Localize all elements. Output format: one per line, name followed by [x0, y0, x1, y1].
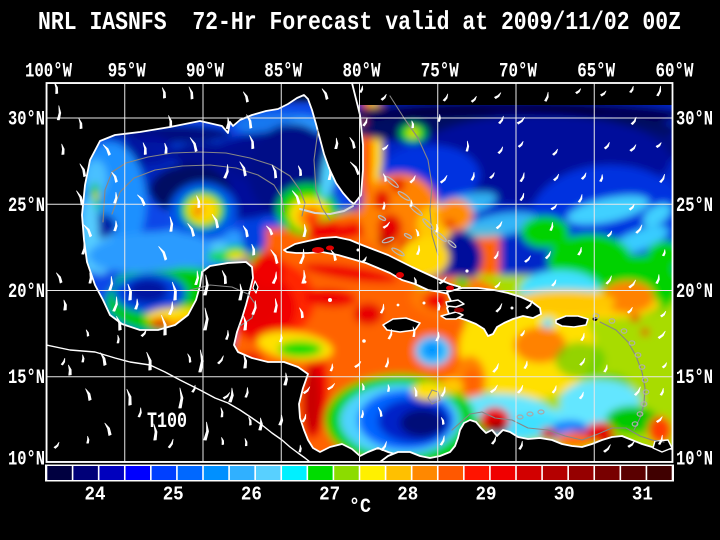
svg-text:70°W: 70°W: [499, 61, 537, 84]
svg-text:29: 29: [476, 484, 497, 506]
svg-text:10°N: 10°N: [676, 449, 713, 472]
svg-text:10°N: 10°N: [8, 449, 45, 472]
svg-text:15°N: 15°N: [8, 367, 45, 390]
svg-text:100°W: 100°W: [25, 61, 72, 84]
svg-text:90°W: 90°W: [186, 61, 224, 84]
svg-text:20°N: 20°N: [676, 281, 713, 304]
svg-text:30: 30: [554, 484, 575, 506]
svg-text:30°N: 30°N: [676, 109, 713, 132]
svg-text:26: 26: [241, 484, 262, 506]
svg-text:25°N: 25°N: [8, 195, 45, 218]
svg-text:95°W: 95°W: [108, 61, 146, 84]
svg-text:65°W: 65°W: [577, 61, 615, 84]
svg-text:24: 24: [85, 484, 106, 506]
svg-text:75°W: 75°W: [421, 61, 459, 84]
svg-text:°C: °C: [349, 496, 371, 519]
svg-text:28: 28: [397, 484, 418, 506]
svg-text:80°W: 80°W: [343, 61, 381, 84]
svg-text:20°N: 20°N: [8, 281, 45, 304]
svg-text:25°N: 25°N: [676, 195, 713, 218]
svg-text:15°N: 15°N: [676, 367, 713, 390]
svg-text:25: 25: [163, 484, 184, 506]
svg-text:31: 31: [632, 484, 653, 506]
svg-text:30°N: 30°N: [8, 109, 45, 132]
svg-text:27: 27: [319, 484, 340, 506]
svg-text:NRL IASNFS 72-Hr Forecast val: NRL IASNFS 72-Hr Forecast valid at 2009/…: [38, 7, 681, 37]
svg-text:60°W: 60°W: [656, 61, 694, 84]
svg-text:T100: T100: [147, 409, 187, 434]
svg-text:85°W: 85°W: [264, 61, 302, 84]
